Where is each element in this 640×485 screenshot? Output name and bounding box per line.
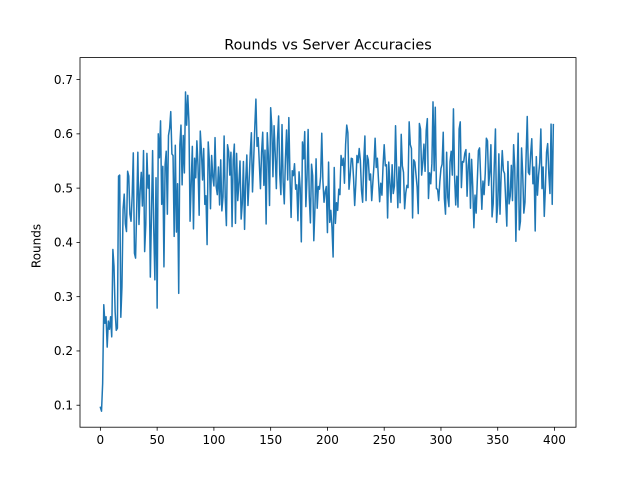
y-tick-label: 0.3 <box>54 290 73 304</box>
y-axis-ticks: 0.1 0.2 0.3 0.4 0.5 0.6 0.7 <box>54 73 80 412</box>
x-tick-label: 250 <box>373 433 396 447</box>
y-tick-label: 0.6 <box>54 127 73 141</box>
y-tick-label: 0.5 <box>54 181 73 195</box>
x-tick-label: 350 <box>486 433 509 447</box>
y-tick-label: 0.7 <box>54 73 73 87</box>
x-tick-label: 150 <box>259 433 282 447</box>
y-tick-label: 0.4 <box>54 236 73 250</box>
x-tick-label: 50 <box>150 433 165 447</box>
y-tick-label: 0.2 <box>54 344 73 358</box>
x-tick-label: 300 <box>430 433 453 447</box>
series-line-0 <box>99 91 555 412</box>
chart-title: Rounds vs Server Accuracies <box>224 38 432 54</box>
x-tick-label: 400 <box>543 433 566 447</box>
plot-area <box>99 91 555 412</box>
x-tick-label: 200 <box>316 433 339 447</box>
x-axis-ticks: 0 50 100 150 200 250 300 350 400 <box>97 427 566 447</box>
axes-frame <box>79 57 577 428</box>
y-axis-label: Rounds <box>30 224 44 268</box>
y-tick-label: 0.1 <box>54 398 73 412</box>
x-tick-label: 100 <box>202 433 225 447</box>
x-tick-label: 0 <box>97 433 105 447</box>
